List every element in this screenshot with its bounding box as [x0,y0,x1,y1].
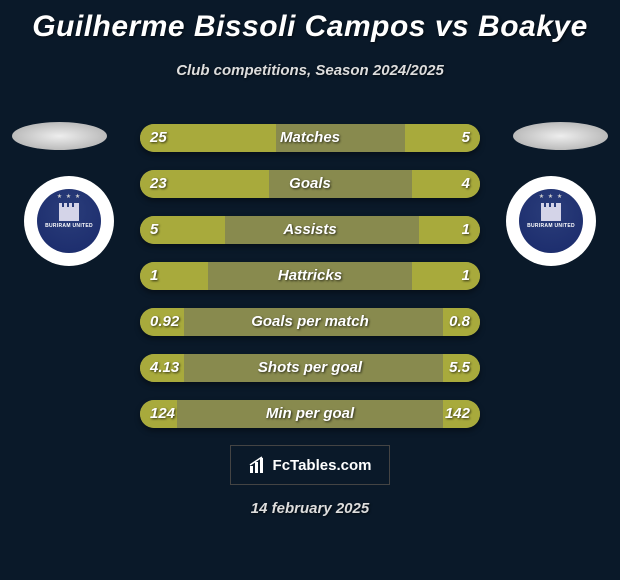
stat-label: Matches [140,124,480,152]
club-name-left: BURIRAM UNITED [45,223,93,229]
chart-icon [249,456,267,474]
stat-label: Hattricks [140,262,480,290]
stat-row: 124142Min per goal [140,400,480,428]
subtitle: Club competitions, Season 2024/2025 [0,62,620,79]
footer-logo[interactable]: FcTables.com [230,445,390,485]
club-badge-right: BURIRAM UNITED [506,176,596,266]
date-text: 14 february 2025 [0,500,620,517]
player-photo-left [12,122,107,150]
stat-row: 255Matches [140,124,480,152]
stat-label: Shots per goal [140,354,480,382]
footer-brand-text: FcTables.com [273,457,372,474]
club-badge-left: BURIRAM UNITED [24,176,114,266]
stat-row: 51Assists [140,216,480,244]
stat-label: Goals [140,170,480,198]
stat-label: Assists [140,216,480,244]
player-photo-right [513,122,608,150]
stats-container: 255Matches 234Goals 51Assists 11Hattricks 0.… [140,124,480,446]
stat-label: Goals per match [140,308,480,336]
stat-row: 234Goals [140,170,480,198]
castle-icon [541,207,561,221]
stat-row: 0.920.8Goals per match [140,308,480,336]
club-crest-left: BURIRAM UNITED [37,189,101,253]
stat-label: Min per goal [140,400,480,428]
castle-icon [59,207,79,221]
club-crest-right: BURIRAM UNITED [519,189,583,253]
stat-row: 4.135.5Shots per goal [140,354,480,382]
stat-row: 11Hattricks [140,262,480,290]
page-title: Guilherme Bissoli Campos vs Boakye [0,0,620,44]
club-name-right: BURIRAM UNITED [527,223,575,229]
